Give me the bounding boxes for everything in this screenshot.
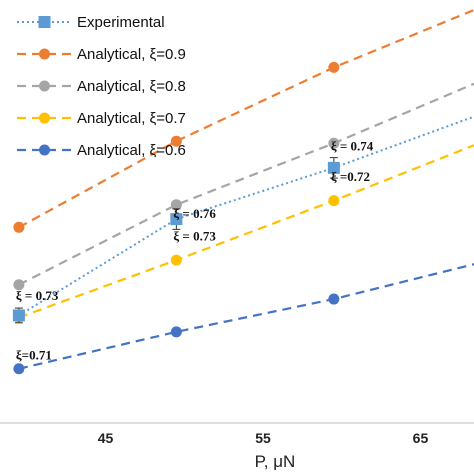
data-point bbox=[327, 161, 340, 174]
series-line-2 bbox=[18, 82, 474, 286]
series-line-4 bbox=[18, 263, 474, 370]
annotation-label: ξ = 0.74 bbox=[331, 138, 374, 153]
x-axis-title: P, μN bbox=[255, 452, 296, 471]
legend-item-2: Analytical, ξ=0.8 bbox=[17, 78, 186, 95]
series-0 bbox=[12, 115, 474, 324]
legend-item-0: Experimental bbox=[17, 14, 165, 31]
legend-label: Analytical, ξ=0.7 bbox=[77, 110, 186, 127]
legend-label: Analytical, ξ=0.6 bbox=[77, 142, 186, 159]
series-3 bbox=[13, 144, 474, 323]
x-tick-label: 65 bbox=[413, 430, 429, 446]
data-point bbox=[12, 309, 25, 322]
x-tick-label: 45 bbox=[98, 430, 114, 446]
data-point bbox=[170, 326, 182, 338]
data-point bbox=[328, 195, 340, 207]
series-4 bbox=[13, 263, 474, 375]
legend-label: Analytical, ξ=0.9 bbox=[77, 46, 186, 63]
legend-label: Analytical, ξ=0.8 bbox=[77, 78, 186, 95]
series-1 bbox=[13, 8, 474, 233]
annotation-layer: ξ = 0.73 ξ = 0.76 ξ = 0.73 ξ = 0.74 ξ =0.72 ξ… bbox=[16, 138, 374, 362]
data-point bbox=[170, 213, 183, 226]
series-layer bbox=[12, 8, 474, 375]
legend-swatch-marker bbox=[39, 112, 50, 124]
series-2 bbox=[13, 82, 474, 291]
data-point bbox=[170, 254, 182, 266]
x-ticks: 45 55 65 bbox=[98, 430, 429, 446]
legend-swatch-marker bbox=[39, 48, 50, 60]
legend-swatch-marker bbox=[39, 144, 50, 156]
data-point bbox=[328, 61, 340, 73]
legend-swatch-marker bbox=[39, 80, 50, 92]
series-line-3 bbox=[18, 144, 474, 319]
annotation-label: ξ = 0.76 bbox=[173, 206, 216, 221]
legend-label: Experimental bbox=[77, 14, 165, 31]
annotation-label: ξ = 0.73 bbox=[173, 229, 216, 244]
legend: Experimental Analytical, ξ=0.9 Analytical,… bbox=[17, 14, 186, 159]
data-point bbox=[13, 363, 25, 375]
data-point bbox=[13, 221, 25, 233]
x-tick-label: 55 bbox=[255, 430, 271, 446]
data-point bbox=[328, 293, 340, 305]
data-point bbox=[170, 135, 182, 147]
legend-item-4: Analytical, ξ=0.6 bbox=[17, 142, 186, 159]
data-point bbox=[328, 137, 340, 149]
annotation-label: ξ = 0.73 bbox=[16, 288, 59, 303]
data-point bbox=[170, 199, 182, 211]
legend-item-1: Analytical, ξ=0.9 bbox=[17, 46, 186, 63]
annotation-label: ξ=0.71 bbox=[16, 347, 52, 362]
annotation-label: ξ =0.72 bbox=[331, 169, 370, 184]
legend-item-3: Analytical, ξ=0.7 bbox=[17, 110, 186, 127]
legend-swatch-marker bbox=[38, 16, 51, 28]
data-point bbox=[13, 279, 25, 291]
